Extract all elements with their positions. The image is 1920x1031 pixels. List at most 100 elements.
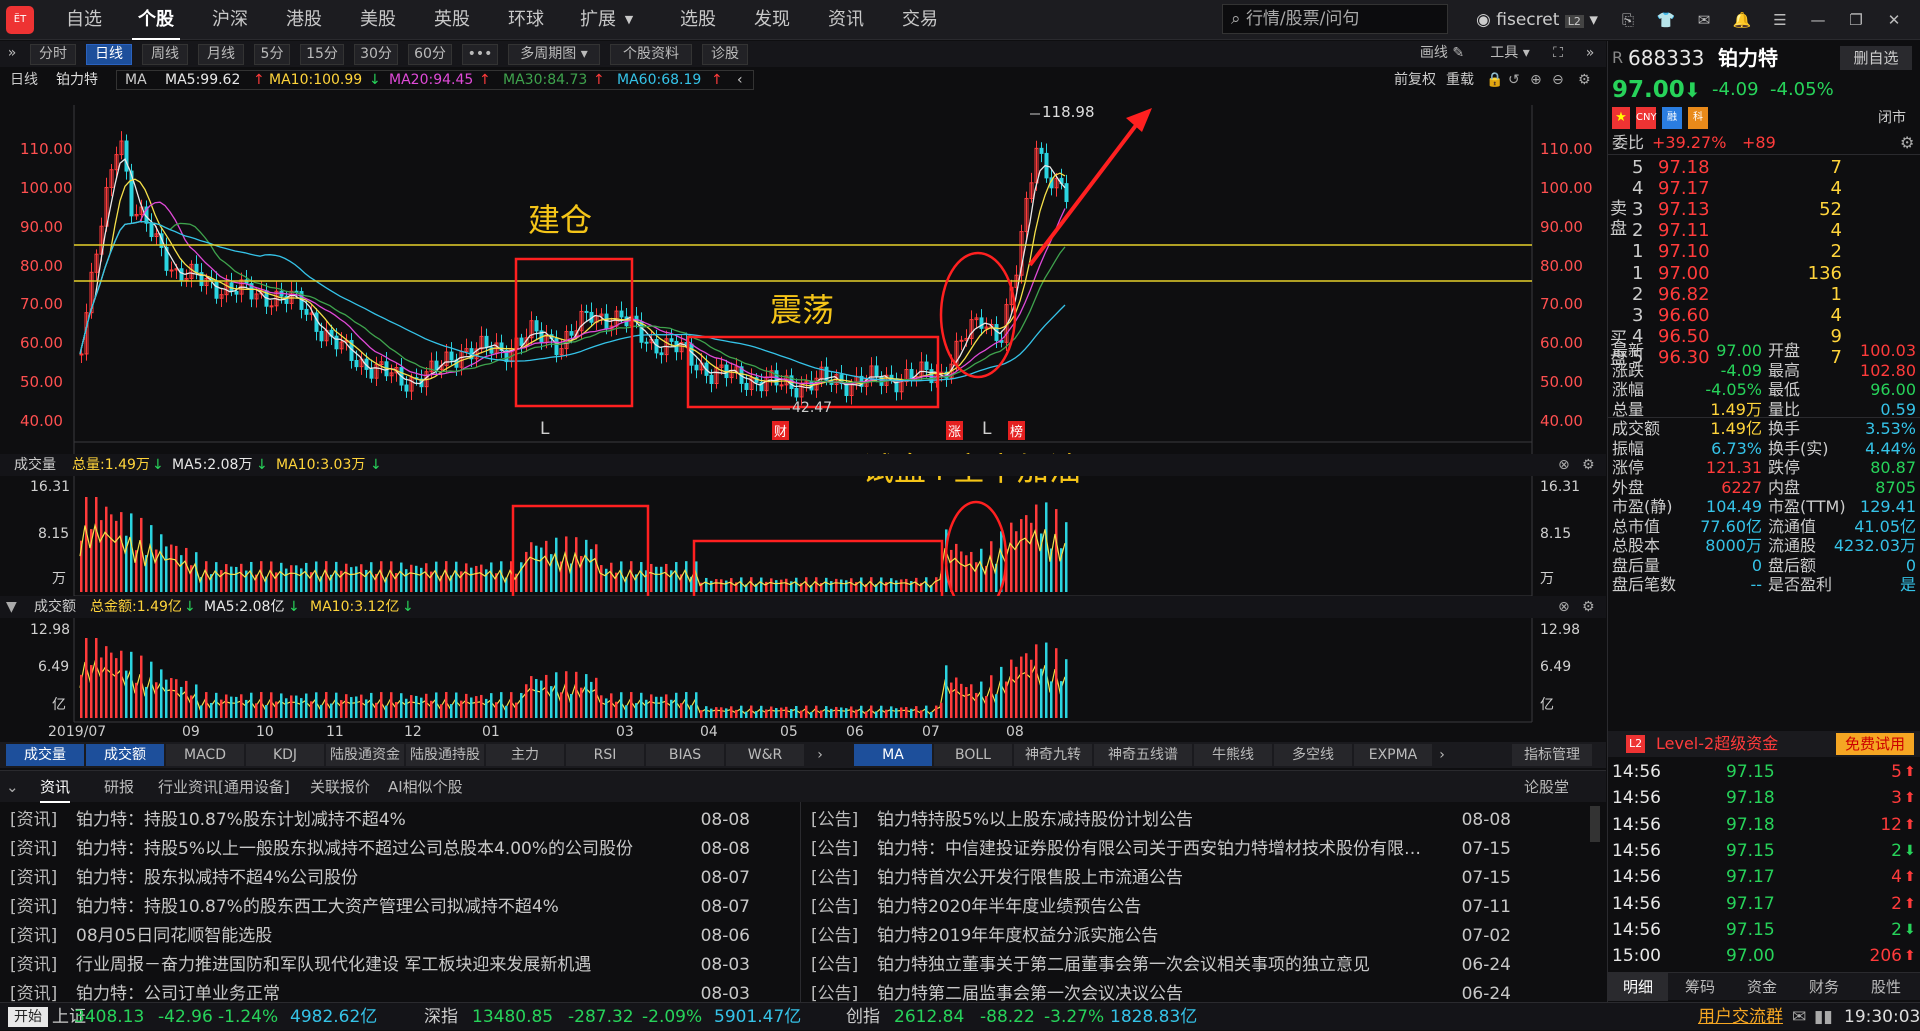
volume-bar[interactable] [905,578,908,592]
volume-bar[interactable] [440,575,443,592]
volume-bar[interactable] [625,576,628,592]
volume-bar[interactable] [595,544,598,592]
candle-body[interactable] [759,381,764,392]
amount-bar[interactable] [285,698,288,718]
ind-tab-hsgt-fund[interactable]: 陆股通资金 [326,744,404,766]
amount-bar[interactable] [435,692,438,718]
candle-body[interactable] [339,341,344,350]
candle-body[interactable] [619,310,624,318]
amount-bar[interactable] [880,705,883,718]
candle-body[interactable] [489,347,494,354]
volume-bar[interactable] [685,561,688,592]
amount-bar[interactable] [430,700,433,718]
amount-bar[interactable] [730,706,733,718]
nav-shsz[interactable]: 沪深 [212,9,248,30]
amount-bar[interactable] [345,694,348,718]
volume-bar[interactable] [890,578,893,592]
volume-bar[interactable] [1000,531,1003,592]
candle-body[interactable] [444,351,449,367]
candle-body[interactable] [94,253,99,273]
ind-tab-ma[interactable]: MA [854,744,932,766]
news-title[interactable]: 铂力特2019年年度权益分派实施公告 [877,926,1159,946]
news-title[interactable]: 铂力特第二届监事会第一次会议决议公告 [877,984,1183,1002]
amount-bar[interactable] [365,699,368,718]
amount-bar[interactable] [995,694,998,718]
ind-tab-wr[interactable]: W&R [726,744,804,766]
candle-body[interactable] [844,383,849,397]
volume-bar[interactable] [600,565,603,592]
news-title[interactable]: 铂力特：持股10.87%股东计划减持不超4% [76,810,406,830]
news-tab-forum[interactable]: 论股堂 [1524,778,1570,796]
amount-bar[interactable] [935,705,938,718]
candle-body[interactable] [579,310,584,332]
volume-bar[interactable] [725,580,728,592]
news-item[interactable]: [资讯] 铂力特：持股10.87%的股东西工大资产管理公司拟减持不超4% 08-07 [10,893,750,921]
volume-bar[interactable] [130,513,133,592]
amount-bar[interactable] [415,695,418,718]
volume-bar[interactable] [310,572,313,592]
volume-bar[interactable] [960,551,963,592]
amount-bar[interactable] [945,665,948,718]
candle-body[interactable] [164,246,169,271]
amount-bar[interactable] [120,650,123,718]
candle-body[interactable] [179,268,184,281]
amount-bar[interactable] [1020,656,1023,718]
volume-bar[interactable] [840,579,843,592]
amount-bar[interactable] [405,698,408,718]
candle-body[interactable] [554,338,559,356]
amount-bar[interactable] [385,705,388,718]
volume-bar[interactable] [620,561,623,592]
amount-bar[interactable] [775,708,778,718]
amount-bar[interactable] [695,692,698,718]
amount-bar[interactable] [975,692,978,718]
amount-bar[interactable] [85,638,88,718]
amount-bar[interactable] [145,686,148,718]
volume-bar[interactable] [120,512,123,592]
amount-bar[interactable] [855,709,858,718]
amount-bar[interactable] [810,712,813,718]
volume-bar[interactable] [200,577,203,592]
news-title[interactable]: 铂力特2020年半年度业绩预告公告 [877,897,1142,917]
volume-bar[interactable] [475,565,478,592]
amount-bar[interactable] [725,708,728,718]
volume-bar[interactable] [365,569,368,592]
candle-body[interactable] [89,271,94,314]
stock-profile-button[interactable]: 个股资料 [610,44,692,65]
amount-bar[interactable] [340,700,343,718]
volume-bar[interactable] [785,578,788,592]
amount-bar[interactable] [670,699,673,718]
mail-icon[interactable]: ✉ [1697,11,1711,29]
period-15min[interactable]: 15分 [300,44,344,65]
volume-bar[interactable] [280,562,283,592]
candle-body[interactable] [984,326,989,329]
multi-period-button[interactable]: 多周期图 ▾ [508,44,600,65]
volume-bar[interactable] [920,582,923,592]
collapse-icon[interactable]: ⌄ [6,778,19,796]
level-price[interactable]: 96.50 [1658,326,1710,347]
tab-chips[interactable]: 筹码 [1684,978,1715,996]
volume-bar[interactable] [165,546,168,592]
volume-bar[interactable] [675,562,678,592]
nav-uk[interactable]: 英股 [434,9,470,30]
volume-bar[interactable] [780,579,783,592]
chevron-right-icon[interactable]: › [1439,747,1445,763]
volume-bar[interactable] [380,561,383,592]
volume-bar[interactable] [985,565,988,592]
volume-bar[interactable] [100,520,103,592]
chevron-down-icon[interactable]: ▼ [624,13,634,26]
candle-body[interactable] [169,269,174,272]
amount-bar[interactable] [605,698,608,718]
volume-bar[interactable] [975,562,978,592]
draw-line-button[interactable]: 画线 ✎ [1419,45,1465,61]
candle-body[interactable] [154,233,159,238]
amount-bar[interactable] [890,706,893,718]
ind-tab-volume[interactable]: 成交量 [6,744,84,766]
volume-bar[interactable] [190,565,193,592]
candle-body[interactable] [134,213,139,217]
volume-bar[interactable] [300,568,303,592]
amount-bar[interactable] [110,652,113,718]
nav-screener[interactable]: 选股 [680,9,716,30]
candle-body[interactable] [379,361,384,366]
sz-index-label[interactable]: 深指 [424,1007,458,1027]
candle-body[interactable] [904,369,909,383]
